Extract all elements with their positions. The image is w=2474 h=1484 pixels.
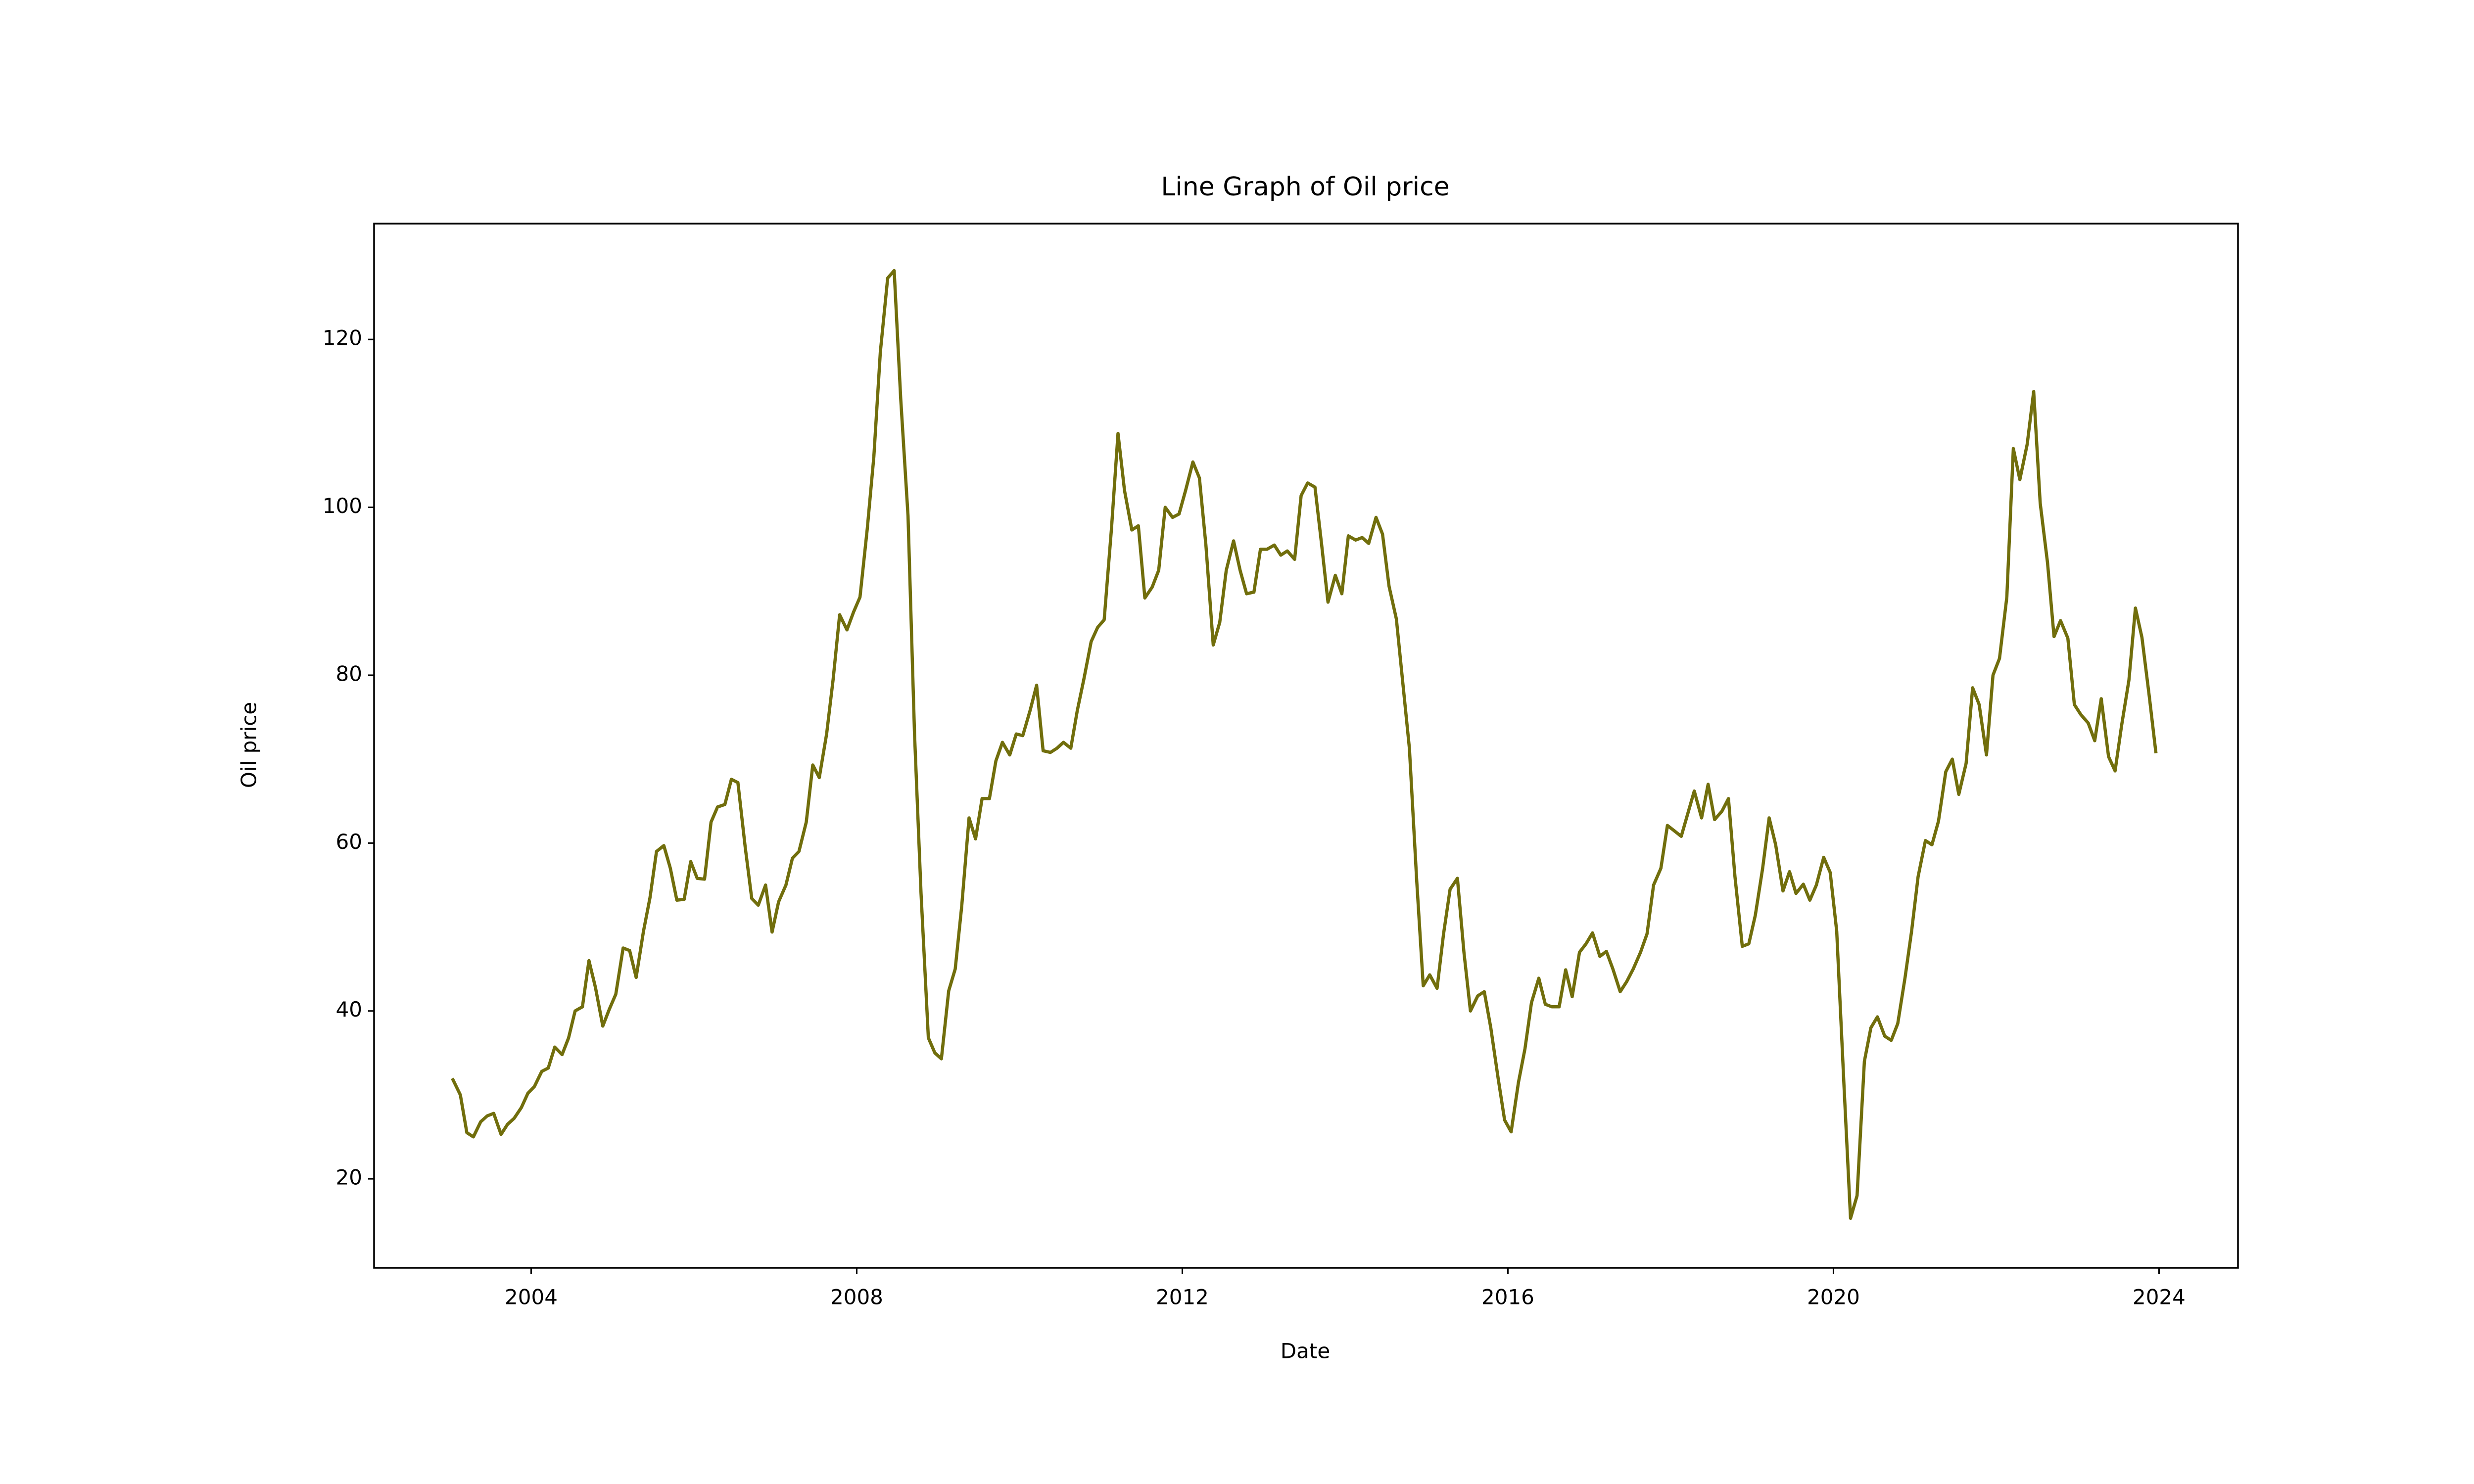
data-line: [451, 269, 2158, 1220]
y-tick-label: 40: [336, 997, 362, 1021]
x-tick-label: 2024: [2133, 1285, 2186, 1309]
y-tick-label: 60: [336, 830, 362, 854]
y-axis-label: Oil price: [237, 702, 261, 788]
x-tick-label: 2020: [1807, 1285, 1860, 1309]
x-axis-label: Date: [1281, 1339, 1330, 1363]
x-tick-label: 2008: [830, 1285, 883, 1309]
chart-title: Line Graph of Oil price: [1161, 172, 1449, 202]
y-tick-label: 20: [336, 1165, 362, 1190]
x-tick-label: 2016: [1481, 1285, 1534, 1309]
x-tick-label: 2012: [1156, 1285, 1209, 1309]
y-tick-label: 120: [323, 326, 362, 350]
plot-frame: [373, 223, 2239, 1269]
x-tick-label: 2004: [505, 1285, 558, 1309]
y-tick-label: 80: [336, 661, 362, 686]
y-tick-label: 100: [323, 494, 362, 518]
